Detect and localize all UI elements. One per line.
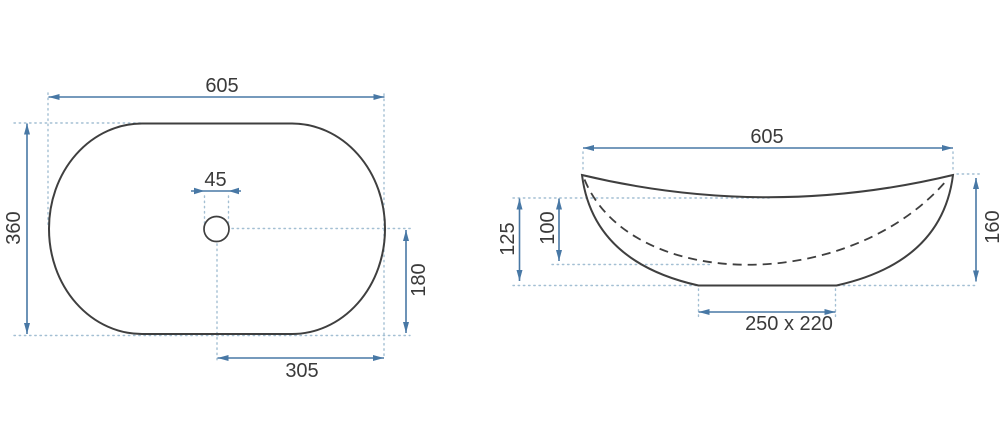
drain-hole — [203, 215, 230, 243]
dimension-label: 360 — [3, 211, 25, 244]
dimension-label: 45 — [204, 169, 226, 191]
dimension-rim-height: 125 — [497, 198, 523, 281]
dimension-drain-offset-horizontal: 305 — [217, 355, 384, 382]
side-view: 605 125 100 160 250 x 220 — [497, 126, 1000, 335]
dimension-label: 250 x 220 — [745, 313, 833, 335]
dimension-bowl-depth: 100 — [537, 198, 562, 261]
dimension-label: 125 — [497, 222, 519, 255]
dimension-drain: 45 — [191, 169, 241, 195]
basin-outline-top — [48, 122, 386, 335]
dimension-label: 160 — [982, 210, 1000, 243]
dimension-label: 605 — [750, 126, 783, 148]
dimension-height: 360 — [3, 123, 31, 334]
dimension-side-width: 605 — [583, 126, 953, 151]
dimension-label: 305 — [285, 360, 318, 382]
dimension-label: 180 — [408, 263, 430, 296]
basin-inner-surface — [583, 179, 948, 266]
dimension-base: 250 x 220 — [698, 309, 836, 335]
dimension-drain-offset-vertical: 180 — [403, 230, 430, 333]
top-view: 605 360 45 180 305 — [3, 75, 430, 382]
basin-outline-side — [580, 173, 955, 287]
dimension-label: 100 — [537, 211, 559, 244]
dimension-width: 605 — [48, 75, 385, 100]
dimension-label: 605 — [205, 75, 238, 97]
dimension-total-height: 160 — [973, 178, 1000, 282]
